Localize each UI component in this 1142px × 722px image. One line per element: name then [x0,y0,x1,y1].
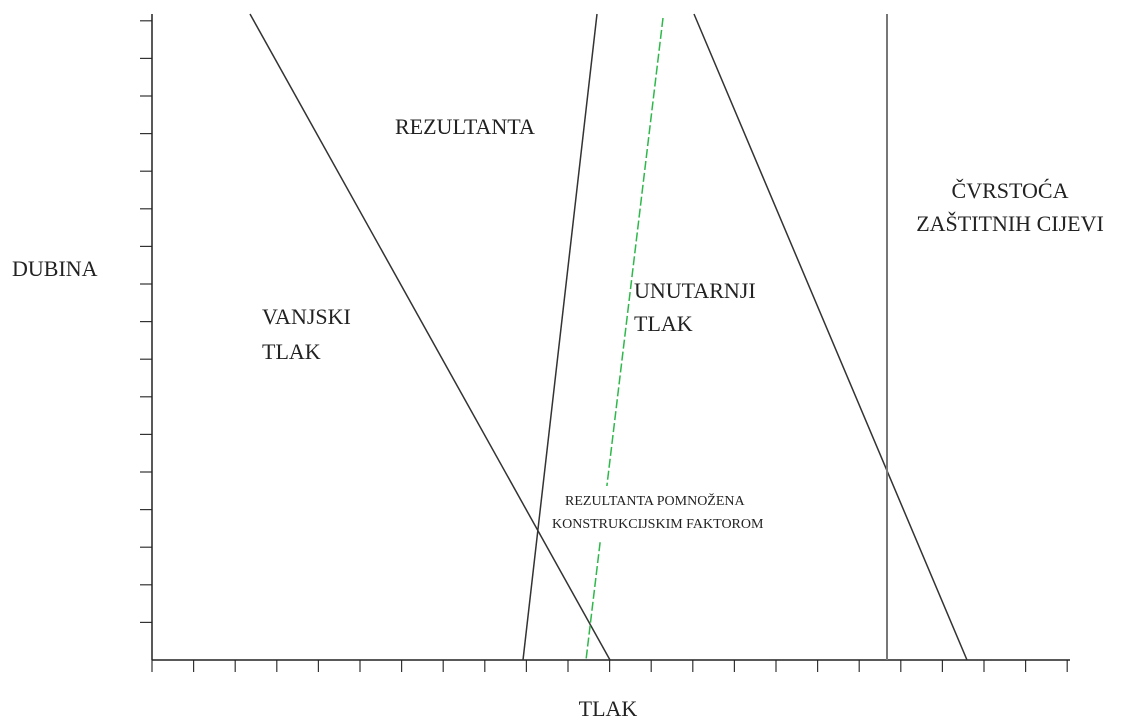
design-resultant-label: KONSTRUKCIJSKIM FAKTOROM [552,517,764,532]
resultant-line [522,13,598,661]
internal-pressure-line [693,13,968,661]
casing-strength-label: ZAŠTITNIH CIJEVI [916,211,1104,236]
internal-label: TLAK [634,311,693,336]
design-resultant-label: REZULTANTA POMNOŽENA [565,492,746,509]
x-axis-label: TLAK [579,696,638,721]
external-pressure-line [249,13,611,661]
internal-label: UNUTARNJI [634,278,756,303]
ticks [140,20,1068,672]
y-axis-label: DUBINA [12,256,98,281]
resultant-label: REZULTANTA [395,114,535,139]
casing-strength-label: ČVRSTOĆA [952,178,1069,203]
external-label: VANJSKI [262,304,351,329]
external-label: TLAK [262,339,321,364]
label-background [548,486,862,540]
